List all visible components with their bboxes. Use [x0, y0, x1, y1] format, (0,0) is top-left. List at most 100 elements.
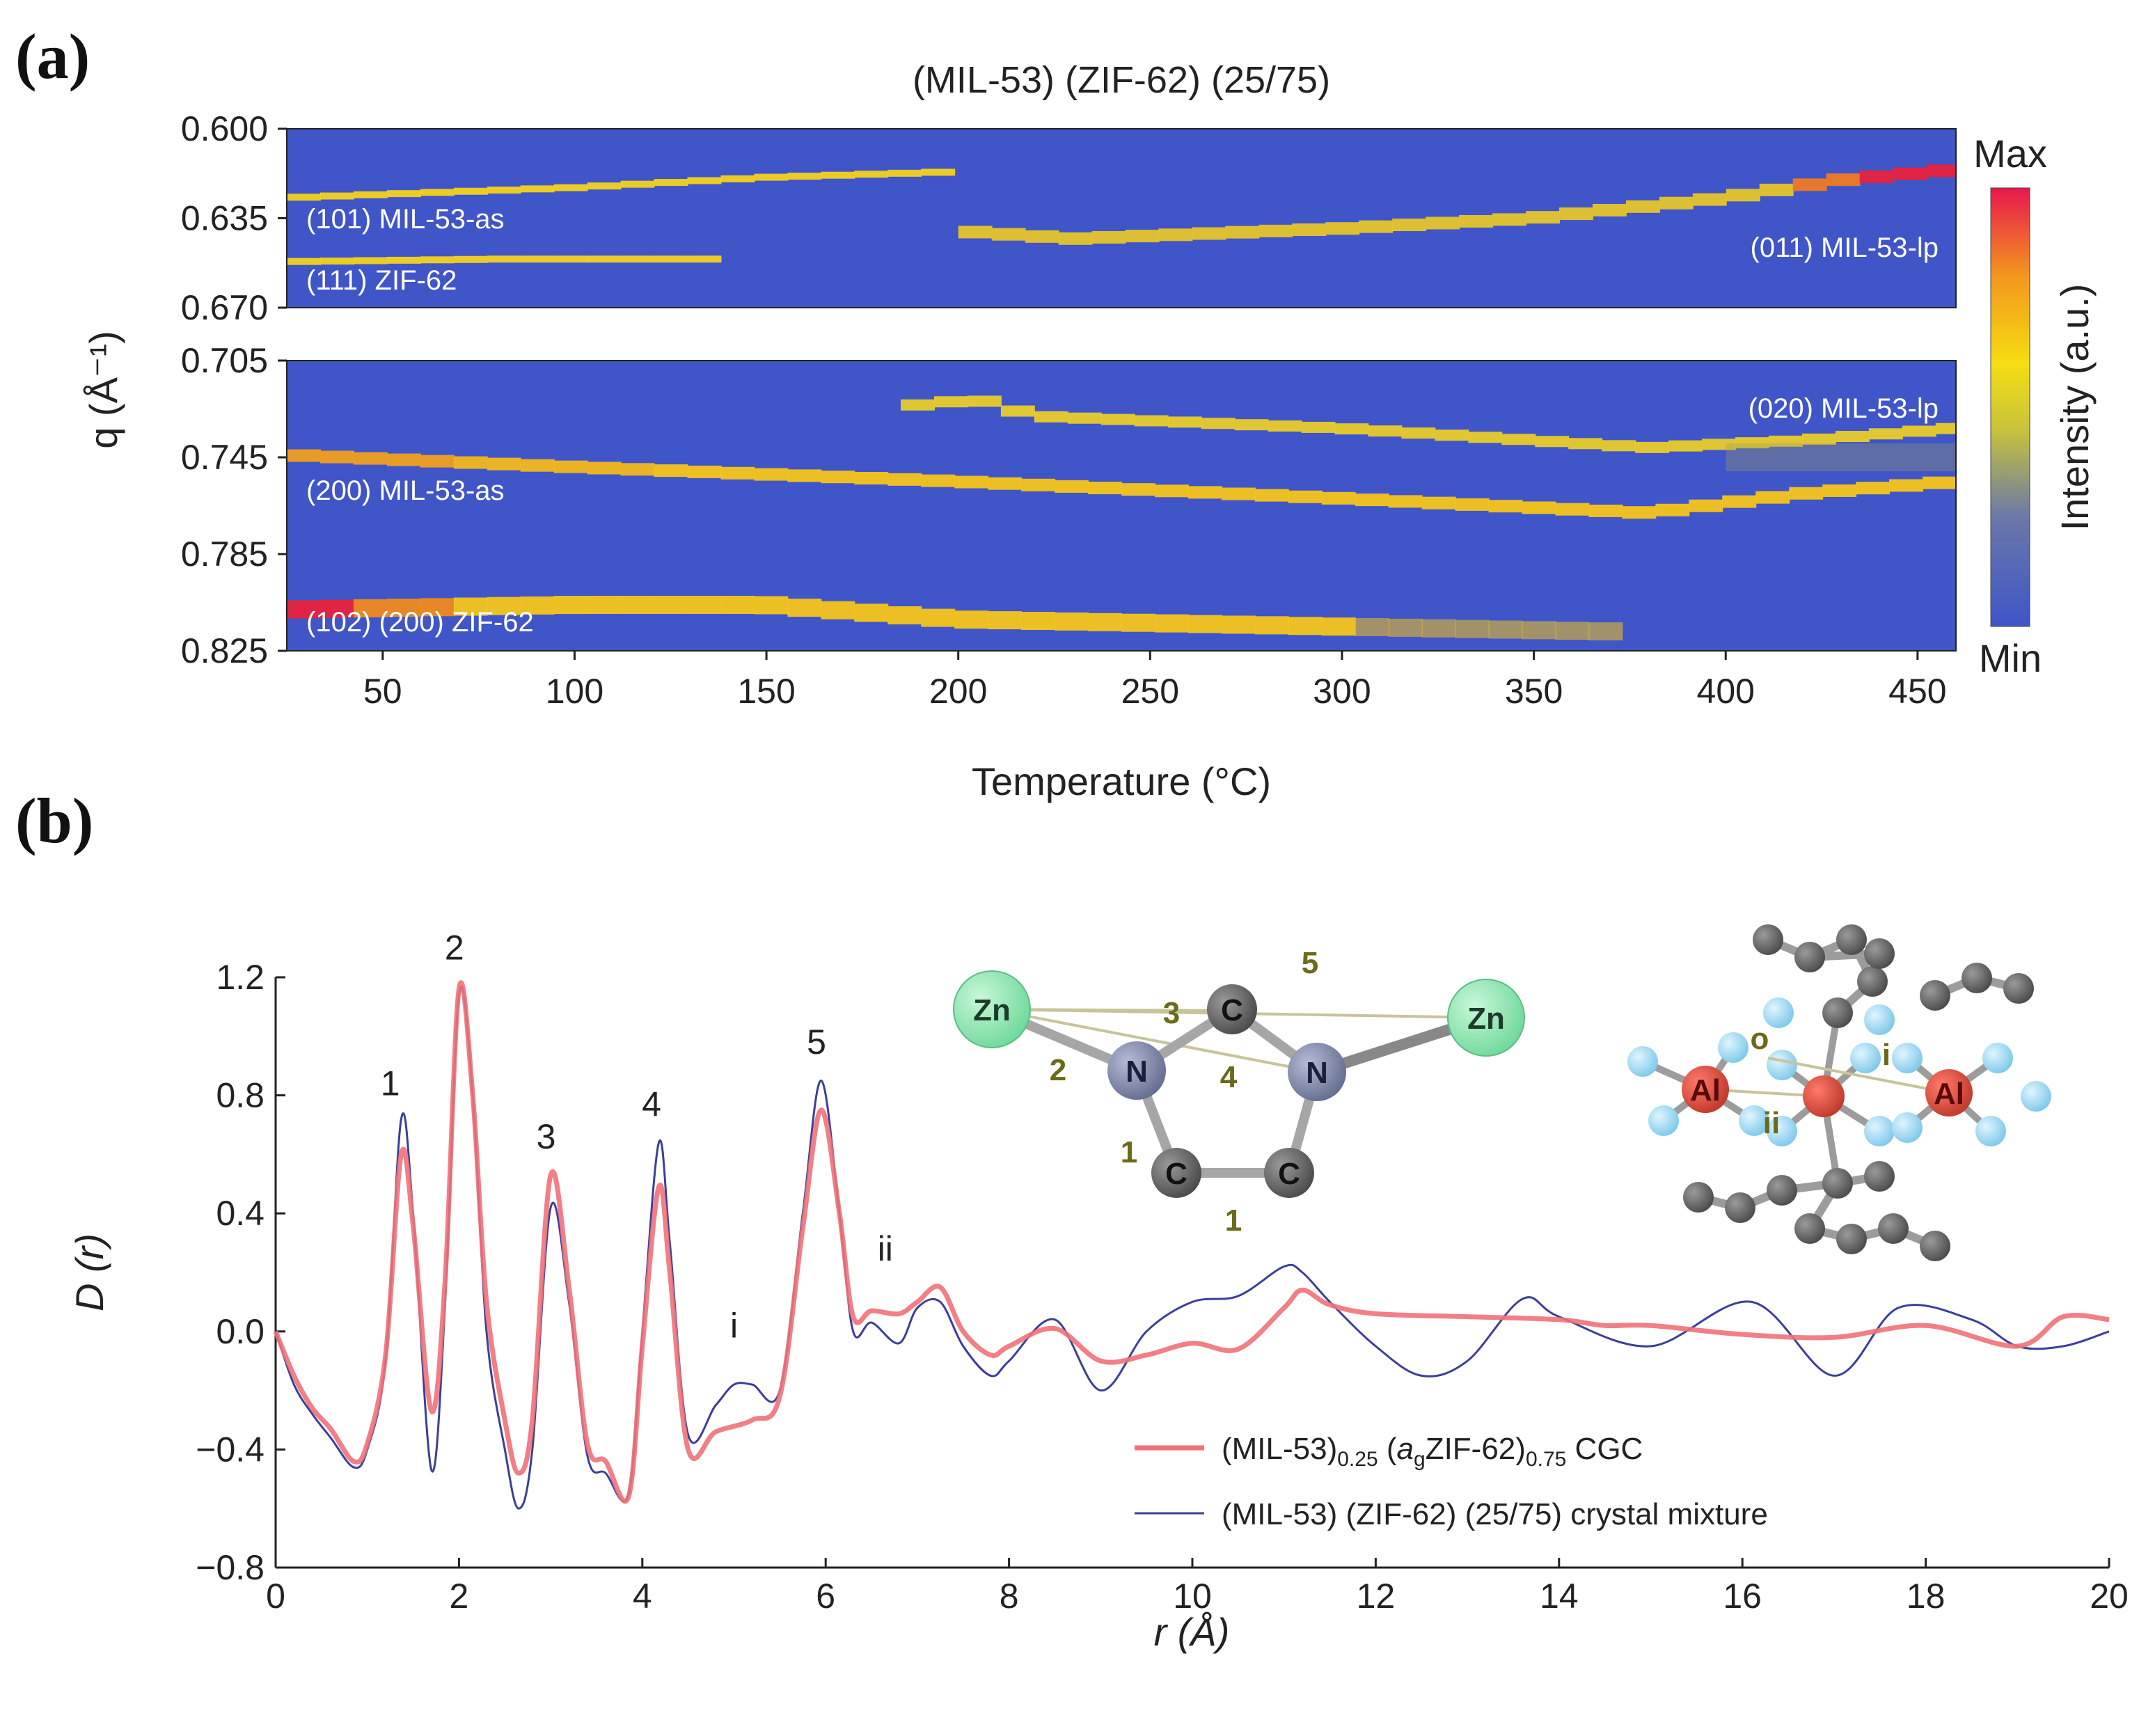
heatmap-band-cell — [1254, 489, 1289, 502]
heatmap-band-cell — [453, 187, 488, 195]
heatmap-band-cell — [654, 255, 688, 263]
peak-label: 4 — [642, 1084, 661, 1123]
heatmap-band-cell — [487, 187, 521, 194]
series-line-crystal-mixture — [274, 985, 2110, 1510]
heatmap-top-bands — [287, 164, 1956, 265]
heatmap-band-cell — [487, 597, 521, 615]
heatmap-band-cell — [1067, 412, 1102, 424]
heatmap-band-cell — [1692, 193, 1727, 206]
heatmap-band-cell — [1455, 620, 1490, 638]
heatmap-band-cell — [353, 452, 388, 465]
heatmap-band-cell — [1735, 437, 1769, 449]
bond-line-3 — [991, 1008, 1233, 1012]
heatmap-band-cell — [386, 190, 421, 198]
atom-al-left — [1682, 1066, 1729, 1113]
heatmap-band-cell — [620, 463, 655, 476]
heatmap-band-cell — [1826, 173, 1861, 187]
heatmap-band-cell — [1088, 482, 1122, 495]
heatmap-bottom-bands — [287, 395, 1990, 641]
mil-carbon-atom — [1920, 1231, 1950, 1261]
heatmap-band-cell — [319, 599, 354, 618]
heatmap-x-tick-label: 400 — [1697, 672, 1755, 711]
atom-al-center — [1803, 1075, 1845, 1117]
heatmap-title: (MIL-53) (ZIF-62) (25/75) — [913, 59, 1330, 101]
heatmap-band-cell — [1622, 506, 1657, 519]
heatmap-y-tick-label: 0.635 — [181, 199, 268, 238]
colorbar-min-label: Min — [1979, 636, 2042, 680]
heatmap-band-cell — [520, 255, 555, 263]
heatmap-band-cell — [1726, 189, 1760, 202]
mil-bond-label-i: i — [1882, 1038, 1891, 1072]
mil-carbon-atom — [1864, 938, 1895, 969]
heatmap-band-cell — [1822, 484, 1857, 497]
heatmap-band-cell — [1659, 196, 1694, 210]
line-chart-series — [273, 980, 2110, 1510]
heatmap-band-cell — [319, 192, 354, 200]
heatmap-band-cell — [1923, 476, 1956, 489]
heatmap-band-cell — [1856, 482, 1891, 495]
mil-carbon-atom — [1864, 1161, 1895, 1192]
heatmap-band-cell — [1588, 622, 1623, 641]
heatmap-band-cell — [1187, 486, 1222, 499]
heatmap-band-cell — [1167, 416, 1202, 428]
bond-label-1-left: 1 — [1121, 1135, 1137, 1169]
mil-carbon-atom — [1753, 924, 1783, 955]
heatmap-band-cell — [821, 171, 855, 179]
heatmap-y-tick-label: 0.705 — [181, 341, 268, 380]
heatmap-band-cell — [1488, 500, 1523, 513]
heatmap-band-cell — [1956, 475, 1990, 488]
heatmap-y-tick-label: 0.600 — [181, 109, 268, 148]
heatmap-band-cell — [620, 255, 655, 263]
heatmap-band-cell — [687, 595, 722, 614]
heatmap-band-cell — [1868, 428, 1903, 440]
legend: (MIL-53)0.25 (agZIF-62)0.75 CGC (MIL-53)… — [1135, 1432, 1768, 1531]
heatmap-band-cell — [1488, 620, 1523, 639]
mil-carbon-atom — [1794, 942, 1825, 972]
atom-zn-right — [1447, 979, 1525, 1057]
series-line-cgc — [273, 980, 2110, 1504]
heatmap-band-cell — [1258, 224, 1293, 237]
heatmap-band-cell — [420, 256, 455, 264]
heatmap-band-cell — [353, 191, 388, 198]
atom-c-bottom-left — [1151, 1148, 1201, 1198]
heatmap-band-cell — [1602, 440, 1636, 452]
atom-zn-left — [953, 970, 1031, 1048]
heatmap-band-cell — [1455, 498, 1490, 511]
peak-label: ii — [878, 1229, 893, 1268]
heatmap-band-cell — [1789, 487, 1824, 500]
line-chart-x-ticks: 0 2 4 6 8 10 12 14 16 18 20 — [266, 1558, 2129, 1616]
heatmap-band-cell — [1154, 484, 1189, 498]
heatmap-band-cell — [887, 606, 922, 624]
heatmap-band-cell — [520, 185, 555, 193]
heatmap-band-cell — [1125, 230, 1160, 243]
line-y-tick-label: 0.0 — [216, 1312, 265, 1351]
annotation-101-mil53-as: (101) MIL-53-as — [306, 204, 505, 235]
heatmap-band-cell — [1234, 419, 1269, 431]
heatmap-band-cell — [754, 596, 789, 615]
atom-al-right — [1925, 1069, 1973, 1116]
heatmap-band-cell — [1588, 504, 1623, 517]
line-x-tick-label: 14 — [1540, 1577, 1579, 1616]
heatmap-band-cell — [1088, 613, 1122, 631]
heatmap-band-cell — [386, 453, 421, 466]
heatmap-band-cell — [1288, 617, 1323, 636]
heatmap-band-cell — [1526, 211, 1560, 224]
heatmap-band-cell — [1225, 226, 1260, 239]
mil-bond-line-i — [1767, 1057, 1950, 1094]
heatmap-band-cell — [1268, 420, 1302, 432]
heatmap-y-tick-label: 0.670 — [181, 288, 268, 327]
heatmap-band-cell — [287, 194, 321, 201]
heatmap-band-cell — [720, 466, 755, 480]
heatmap-band-cell — [1893, 167, 1927, 180]
heatmap-band-cell — [386, 599, 421, 617]
heatmap-band-cell — [654, 464, 688, 478]
heatmap-band-cell — [1755, 491, 1790, 504]
heatmap-band-cell — [1558, 207, 1593, 221]
line-y-tick-label: 1.2 — [216, 958, 265, 997]
heatmap-band-cell — [1055, 480, 1089, 493]
heatmap-band-cell — [553, 255, 588, 263]
heatmap-band-cell — [1359, 220, 1394, 233]
line-x-tick-label: 0 — [266, 1577, 285, 1616]
heatmap-band-cell — [1592, 203, 1627, 216]
heatmap-band-cell — [1192, 227, 1226, 240]
